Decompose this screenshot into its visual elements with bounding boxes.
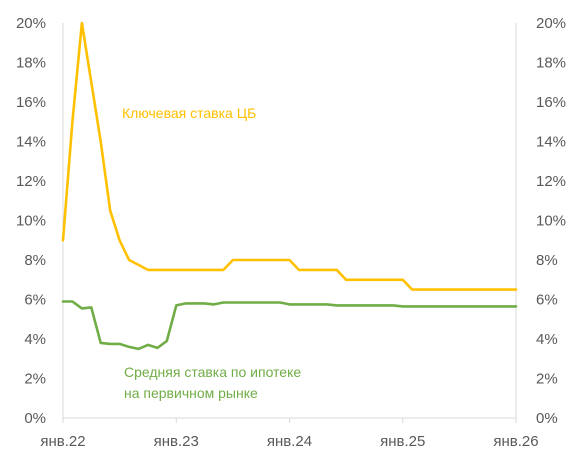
x-tick-label: янв.24	[267, 433, 312, 450]
left-y-axis: 0% 2% 4% 6% 8% 10% 12% 14% 16% 18% 20%	[16, 15, 64, 427]
left-y-tick-label: 6%	[24, 292, 46, 309]
right-y-tick-label: 0%	[536, 410, 558, 427]
right-y-tick-label: 20%	[536, 15, 566, 32]
right-y-tick-label: 4%	[536, 331, 558, 348]
left-y-tick-label: 18%	[16, 55, 46, 72]
x-tick-label: янв.25	[380, 433, 425, 450]
right-y-tick-label: 2%	[536, 371, 558, 388]
right-y-tick-label: 10%	[536, 213, 566, 230]
right-y-tick-label: 14%	[536, 134, 566, 151]
series-labels: Ключевая ставка ЦБ Средняя ставка по ипот…	[122, 105, 301, 401]
left-y-tick-label: 2%	[24, 371, 46, 388]
series-line-1	[61, 21, 518, 291]
left-y-tick-label: 16%	[16, 94, 46, 111]
left-y-tick-label: 10%	[16, 213, 46, 230]
left-y-tick-label: 14%	[16, 134, 46, 151]
series-line-2	[61, 300, 518, 351]
right-y-tick-label: 6%	[536, 292, 558, 309]
right-y-axis: 0% 2% 4% 6% 8% 10% 12% 14% 16% 18% 20%	[515, 15, 566, 427]
series-label-line: Ключевая ставка ЦБ	[122, 105, 256, 121]
right-y-tick-label: 16%	[536, 94, 566, 111]
left-y-tick-label: 12%	[16, 173, 46, 190]
x-tick-label: янв.22	[40, 433, 85, 450]
left-y-tick-label: 8%	[24, 252, 46, 269]
left-y-tick-label: 20%	[16, 15, 46, 32]
series-label-1: Ключевая ставка ЦБ	[122, 105, 256, 121]
left-y-tick-label: 4%	[24, 331, 46, 348]
series-label-line: на первичном рынке	[124, 385, 258, 401]
right-y-tick-label: 12%	[536, 173, 566, 190]
right-y-tick-label: 8%	[536, 252, 558, 269]
left-y-tick-label: 0%	[24, 410, 46, 427]
series-layer	[61, 21, 518, 351]
x-tick-label: янв.23	[154, 433, 199, 450]
x-axis: янв.22 янв.23 янв.24 янв.25 янв.26	[40, 417, 539, 450]
x-tick-label: янв.26	[493, 433, 538, 450]
series-label-line: Средняя ставка по ипотеке	[124, 364, 301, 380]
right-y-tick-label: 18%	[536, 55, 566, 72]
series-label-2: Средняя ставка по ипотеке на первичном ры…	[124, 364, 301, 401]
